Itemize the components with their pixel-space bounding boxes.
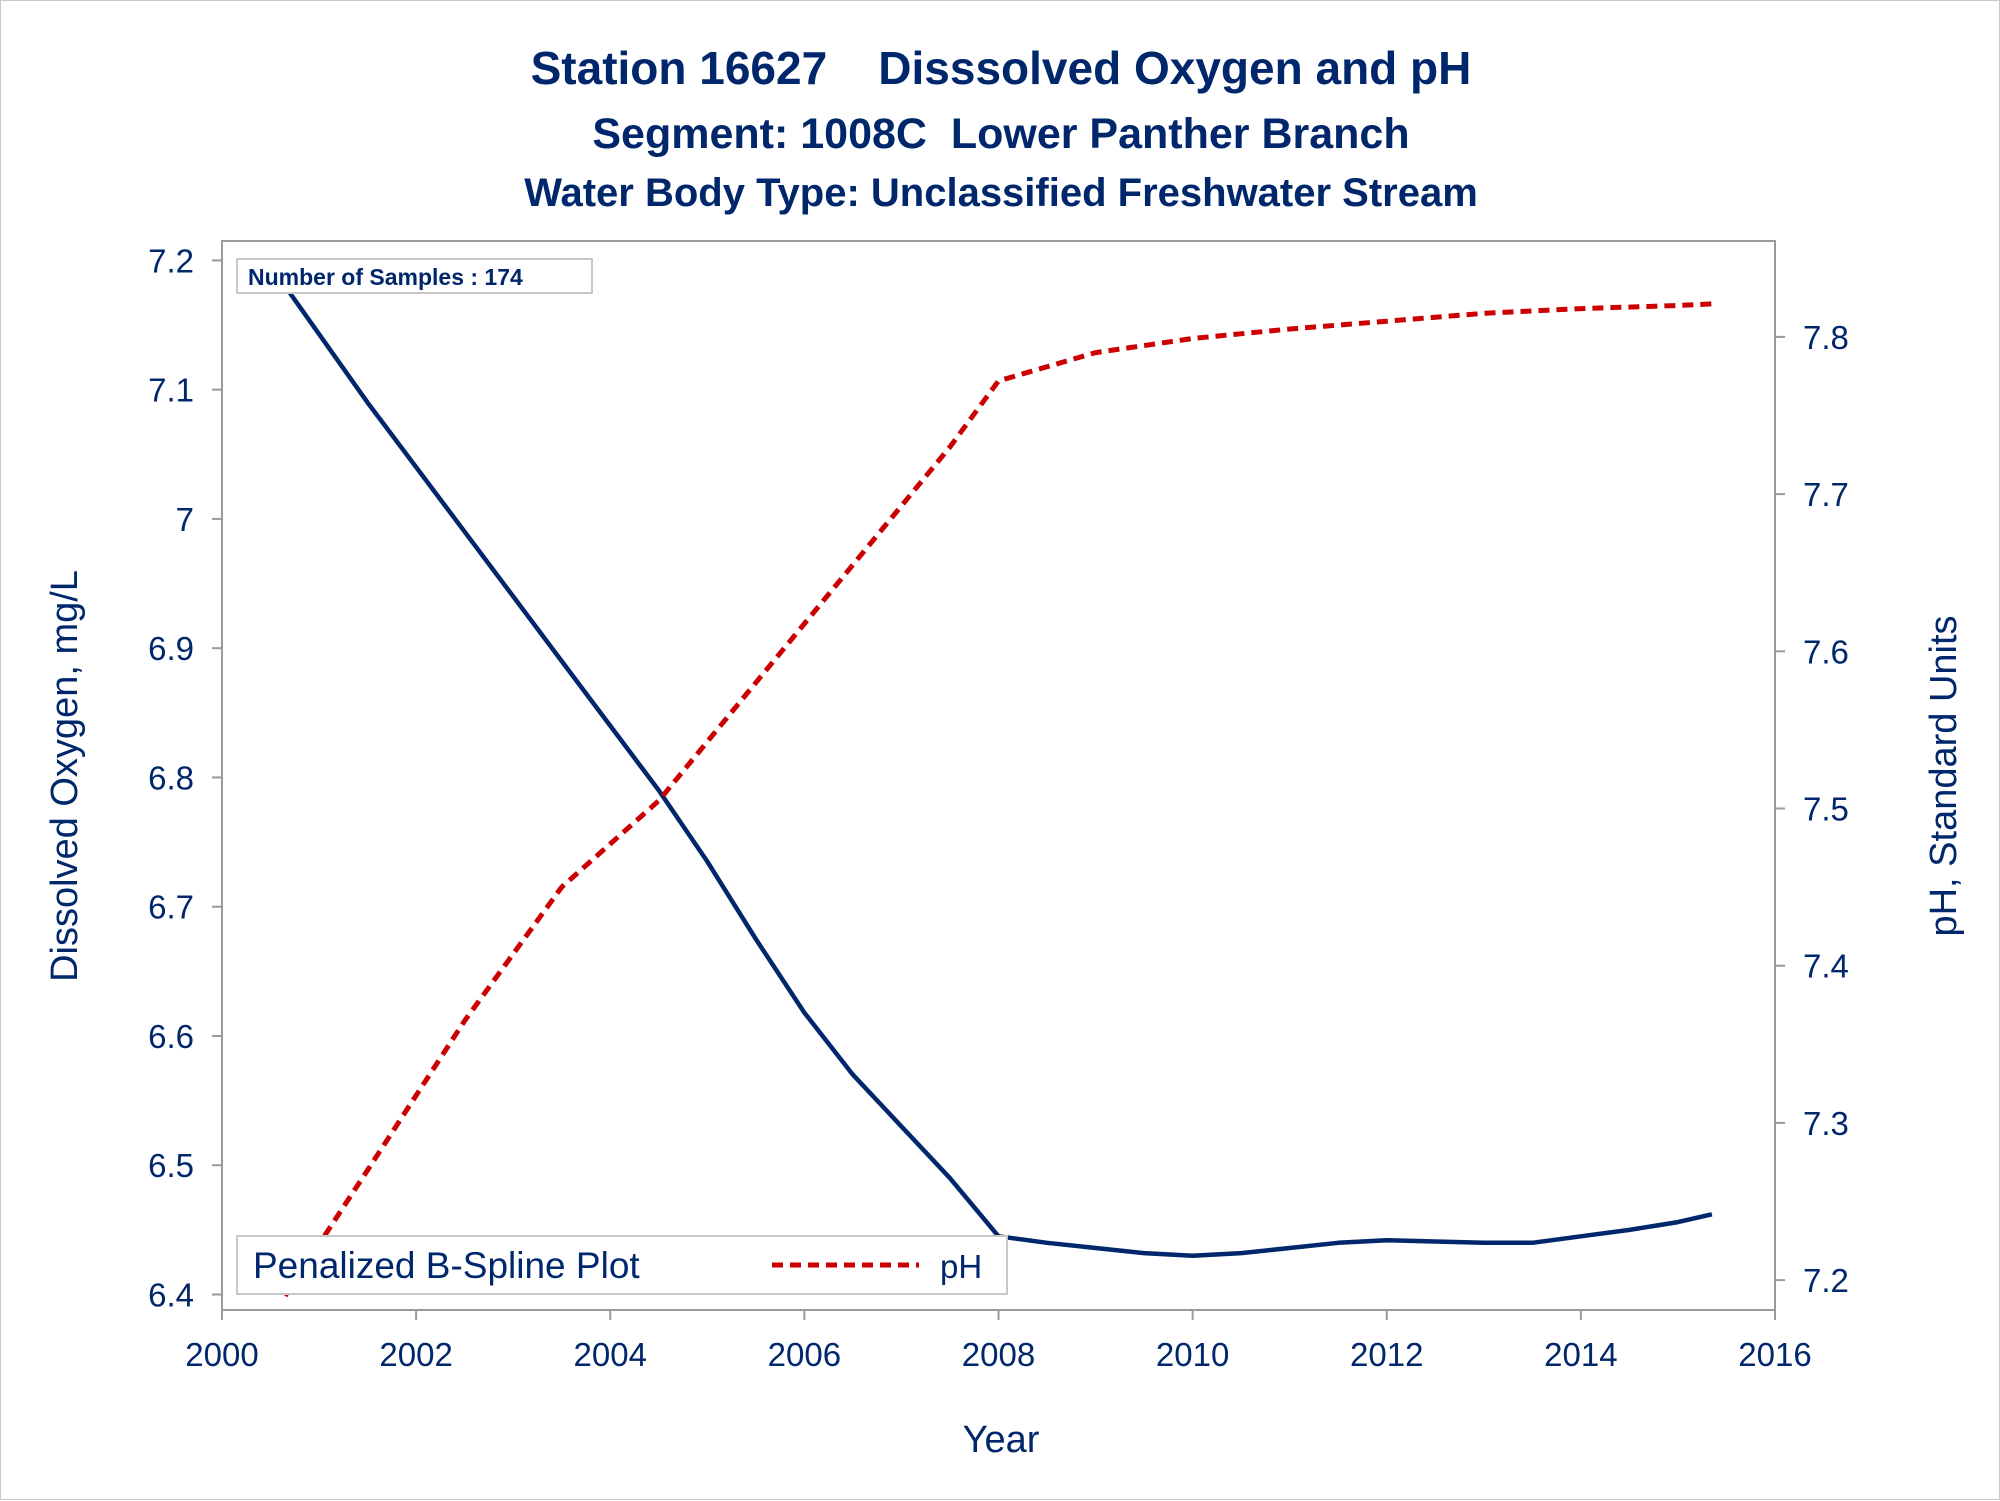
x-tick-label: 2002: [379, 1336, 452, 1373]
legend-border: [236, 1235, 1008, 1295]
axes: 2000 2002 2004 2006 2008 2010 2012 2014 2016 6.4 6…: [148, 242, 1849, 1373]
y-tick-label: 6.8: [148, 759, 194, 796]
y-tick-label: 6.6: [148, 1018, 194, 1055]
y-tick-label: 6.4: [148, 1276, 194, 1313]
legend-title: Penalized B-Spline Plot: [253, 1245, 640, 1286]
legend: Penalized B-Spline Plot pH: [236, 1235, 1008, 1295]
chart-subtitle-water-body: Water Body Type: Unclassified Freshwater…: [524, 171, 1478, 215]
y2-tick-label: 7.2: [1803, 1262, 1849, 1299]
y-axis-label: Dissolved Oxygen, mg/L: [44, 570, 86, 982]
y-tick-label: 6.7: [148, 889, 194, 926]
y-tick-label: 7.2: [148, 242, 194, 279]
series-line-ph: [283, 301, 1713, 1298]
chart-title: Station 16627 Disssolved Oxygen and pH: [531, 42, 1472, 94]
x-tick-label: 2014: [1544, 1336, 1617, 1373]
sample-count-text: Number of Samples : 174: [248, 264, 523, 290]
x-tick-label: 2016: [1738, 1336, 1811, 1373]
y-tick-label: 7.1: [148, 372, 194, 409]
x-axis-label: Year: [963, 1419, 1040, 1461]
plot-area: [221, 240, 1776, 1311]
y2-tick-label: 7.4: [1803, 948, 1849, 985]
x-tick-label: 2004: [574, 1336, 647, 1373]
sample-count-box: Number of Samples : 174: [236, 258, 593, 294]
x-tick-label: 2012: [1350, 1336, 1423, 1373]
x-tick-label: 2010: [1156, 1336, 1229, 1373]
legend-entry-ph: pH: [940, 1248, 982, 1285]
y2-tick-label: 7.5: [1803, 791, 1849, 828]
y-tick-label: 6.5: [148, 1147, 194, 1184]
x-tick-label: 2000: [185, 1336, 258, 1373]
y2-axis-label: pH, Standard Units: [1923, 615, 1965, 936]
y2-tick-label: 7.3: [1803, 1105, 1849, 1142]
y-tick-label: 6.9: [148, 630, 194, 667]
y2-tick-label: 7.7: [1803, 476, 1849, 513]
x-tick-label: 2006: [768, 1336, 841, 1373]
y-tick-label: 7: [176, 501, 194, 538]
y2-tick-label: 7.6: [1803, 633, 1849, 670]
x-tick-label: 2008: [962, 1336, 1035, 1373]
series-line-dissolved-oxygen: [283, 284, 1713, 1258]
series: [283, 284, 1713, 1298]
chart-subtitle-segment: Segment: 1008C Lower Panther Branch: [592, 110, 1409, 158]
sample-count-border: [236, 258, 593, 294]
y2-tick-label: 7.8: [1803, 319, 1849, 356]
